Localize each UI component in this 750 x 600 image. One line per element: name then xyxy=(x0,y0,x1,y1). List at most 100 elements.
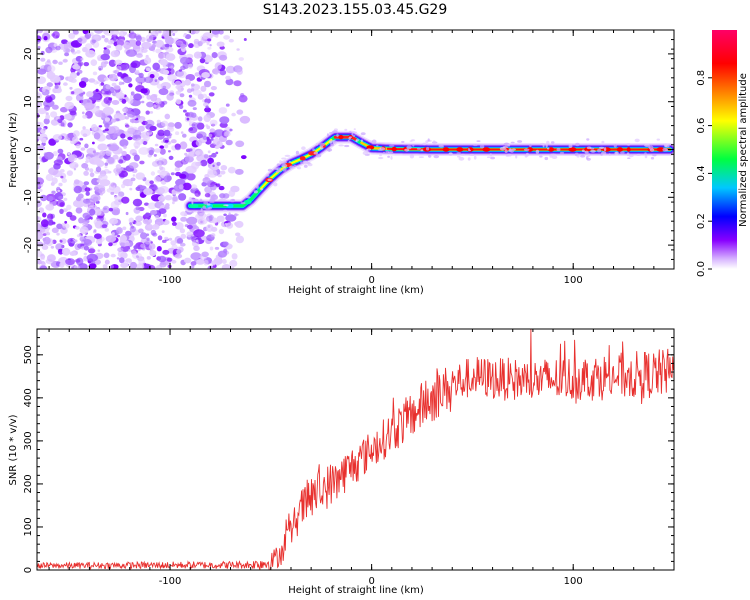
ridge-halo xyxy=(281,163,288,168)
noise-speckle xyxy=(108,242,113,247)
noise-speckle xyxy=(111,209,120,216)
ridge-halo xyxy=(460,153,465,156)
ridge-bead xyxy=(442,147,450,152)
colorbar-tick-label: 0.6 xyxy=(696,118,707,134)
noise-speckle xyxy=(190,184,198,190)
noise-speckle xyxy=(133,154,140,162)
noise-speckle xyxy=(83,245,89,251)
ridge-halo xyxy=(246,196,251,199)
noise-speckle xyxy=(88,263,97,269)
noise-speckle xyxy=(154,143,159,147)
noise-speckle xyxy=(216,41,225,47)
noise-speckle xyxy=(204,54,211,60)
noise-speckle xyxy=(119,64,128,72)
noise-speckle xyxy=(235,140,245,148)
ridge-halo xyxy=(209,199,215,202)
noise-speckle xyxy=(50,245,55,249)
noise-speckle xyxy=(158,88,169,96)
noise-speckle xyxy=(214,71,218,75)
ridge-halo xyxy=(315,142,319,146)
noise-speckle xyxy=(183,33,187,36)
noise-speckle xyxy=(148,243,156,250)
noise-speckle xyxy=(129,222,133,225)
ridge-halo xyxy=(225,204,229,207)
ridge-halo xyxy=(626,152,630,157)
ridge-halo xyxy=(355,139,358,143)
noise-speckle xyxy=(97,65,104,71)
noise-speckle xyxy=(154,30,160,35)
noise-speckle xyxy=(80,147,86,151)
noise-speckle xyxy=(37,132,38,134)
noise-speckle xyxy=(44,95,53,103)
noise-speckle xyxy=(174,222,184,230)
noise-speckle xyxy=(32,177,35,181)
ridge-halo xyxy=(586,146,592,150)
noise-speckle xyxy=(154,176,161,183)
noise-speckle xyxy=(151,43,156,49)
noise-speckle xyxy=(223,213,227,217)
noise-speckle xyxy=(37,45,41,50)
ridge-halo xyxy=(406,145,412,150)
ridge-halo xyxy=(288,160,291,164)
noise-speckle xyxy=(218,228,225,235)
noise-speckle xyxy=(168,155,174,160)
colorbar-tick-label: 0.0 xyxy=(696,261,707,277)
noise-speckle xyxy=(164,194,173,201)
noise-speckle xyxy=(48,203,54,208)
colorbar: 0.0 0.2 0.4 0.6 0.8 Normalized spectral ampl… xyxy=(696,30,749,277)
noise-speckle xyxy=(115,92,125,99)
noise-speckle xyxy=(37,259,42,265)
noise-speckle xyxy=(225,65,236,74)
ridge-halo xyxy=(601,151,607,156)
noise-speckle xyxy=(111,100,120,105)
noise-speckle xyxy=(171,216,177,222)
noise-speckle xyxy=(162,249,170,255)
noise-speckle xyxy=(145,212,151,218)
noise-speckle xyxy=(104,37,109,43)
noise-speckle xyxy=(197,218,208,225)
noise-speckle xyxy=(107,39,115,45)
noise-speckle xyxy=(43,127,46,131)
noise-speckle xyxy=(136,53,143,58)
noise-speckle xyxy=(40,257,45,261)
noise-speckle xyxy=(221,264,231,269)
noise-speckle xyxy=(238,57,244,61)
noise-speckle xyxy=(100,53,110,61)
ridge-halo xyxy=(301,146,306,150)
ridge-bead xyxy=(189,203,199,209)
noise-speckle xyxy=(135,215,143,222)
noise-speckle xyxy=(243,38,247,41)
noise-speckle xyxy=(229,128,233,132)
spectrogram-y-tick-label: 0 xyxy=(23,146,34,152)
ridge-halo xyxy=(296,166,302,170)
ridge-halo xyxy=(312,148,315,152)
ridge-halo xyxy=(473,144,478,147)
ridge-halo xyxy=(515,154,518,159)
ridge-halo xyxy=(523,148,530,152)
noise-speckle xyxy=(188,111,194,118)
noise-speckle xyxy=(105,149,112,156)
noise-speckle xyxy=(106,45,112,49)
noise-speckle xyxy=(133,93,143,101)
noise-speckle xyxy=(58,61,63,65)
noise-speckle xyxy=(59,208,64,214)
noise-speckle xyxy=(211,30,220,35)
noise-speckle xyxy=(167,68,172,72)
noise-speckle xyxy=(96,179,102,183)
noise-speckle xyxy=(175,131,180,136)
noise-speckle xyxy=(164,219,169,223)
noise-speckle xyxy=(45,173,54,182)
ridge-halo xyxy=(644,152,647,155)
noise-speckle xyxy=(37,108,47,115)
noise-speckle xyxy=(58,182,63,187)
ridge-halo xyxy=(580,154,586,158)
ridge-halo xyxy=(524,154,528,158)
noise-speckle xyxy=(203,259,209,266)
noise-speckle xyxy=(206,42,210,46)
noise-speckle xyxy=(73,199,85,208)
noise-speckle xyxy=(207,150,211,154)
ridge-halo xyxy=(329,132,335,134)
ridge-halo xyxy=(351,131,358,133)
noise-speckle xyxy=(93,35,99,39)
ridge-halo xyxy=(628,154,634,158)
